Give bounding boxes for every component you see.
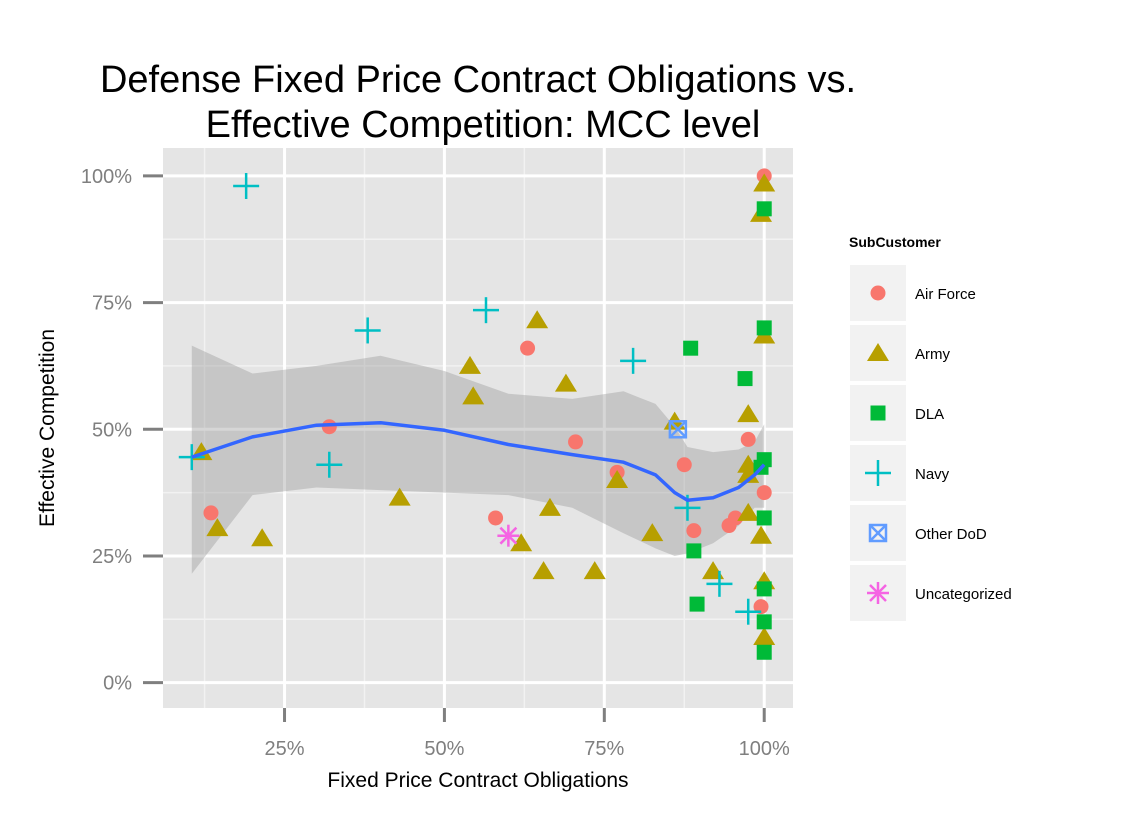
point-navy — [620, 347, 647, 374]
confidence-ribbon — [191, 345, 765, 574]
point-dla — [756, 581, 772, 597]
point-dla — [737, 371, 753, 387]
point-dla — [689, 596, 705, 612]
axes: 25% 50% 75% 100% 0% 25% 50% 75% 100% — [81, 166, 790, 760]
point-army — [538, 497, 561, 516]
point-navy — [472, 297, 499, 324]
point-air-force — [753, 599, 769, 615]
point-army — [737, 404, 760, 423]
point-navy — [735, 598, 762, 625]
legend-key-dla — [870, 405, 886, 421]
y-tick-label: 75% — [92, 293, 132, 315]
legend-item-navy: Navy — [850, 445, 950, 501]
point-air-force — [740, 431, 756, 447]
point-dla — [756, 201, 772, 217]
y-tick-label: 25% — [92, 546, 132, 568]
chart-title-line-1: Defense Fixed Price Contract Obligations… — [100, 59, 856, 101]
x-axis-title: Fixed Price Contract Obligations — [327, 769, 628, 792]
point-uncategorized — [497, 524, 520, 547]
point-army — [750, 525, 773, 544]
point-navy — [233, 173, 260, 200]
smooth-confidence-band — [191, 345, 765, 574]
point-army — [554, 373, 577, 392]
point-air-force — [686, 523, 702, 539]
grid — [163, 148, 793, 708]
legend-key-air-force — [870, 285, 886, 301]
x-tick-label: 100% — [739, 738, 790, 760]
legend-label-uncategorized: Uncategorized — [915, 586, 1012, 603]
smooth-line — [191, 420, 766, 502]
point-army — [606, 469, 629, 488]
legend-label-army: Army — [915, 346, 950, 363]
legend-key-other-dod — [868, 523, 888, 543]
x-tick-label: 25% — [265, 738, 305, 760]
y-axis-title: Effective Competition — [36, 329, 59, 527]
legend-item-army: Army — [850, 325, 950, 381]
legend-item-air-force: Air Force — [850, 265, 976, 321]
legend-item-uncategorized: Uncategorized — [850, 565, 1012, 621]
point-navy — [178, 444, 205, 471]
point-dla — [756, 320, 772, 336]
y-tick-label: 0% — [103, 673, 132, 695]
point-air-force — [203, 505, 219, 521]
chart-title-line-2: Effective Competition: MCC level — [206, 104, 761, 146]
point-army — [641, 523, 664, 542]
point-dla — [756, 614, 772, 630]
point-navy — [354, 317, 381, 344]
point-air-force — [321, 419, 337, 435]
point-navy — [316, 451, 343, 478]
point-army — [753, 173, 776, 192]
point-air-force — [676, 457, 692, 473]
point-army — [526, 310, 549, 329]
y-tick-label: 50% — [92, 419, 132, 441]
x-tick-label: 75% — [584, 738, 624, 760]
point-army — [462, 386, 485, 405]
point-air-force — [488, 510, 504, 526]
legend-label-navy: Navy — [915, 466, 950, 483]
point-dla — [756, 644, 772, 660]
point-army — [510, 533, 533, 552]
point-army — [737, 464, 760, 483]
point-army — [753, 627, 776, 646]
point-air-force — [721, 518, 737, 534]
legend-key-army — [867, 343, 889, 361]
point-army — [459, 355, 482, 374]
legend-item-other-dod: Other DoD — [850, 505, 987, 561]
point-army — [532, 561, 555, 580]
data-points — [178, 168, 776, 660]
point-air-force — [568, 434, 584, 450]
legend-title: SubCustomer — [849, 234, 941, 250]
legend: SubCustomer Air Force Army DLA Navy Other Do… — [849, 234, 1012, 621]
smooth-line-layer — [191, 420, 766, 502]
point-other-dod — [668, 420, 688, 439]
legend-key-navy — [865, 460, 891, 486]
legend-label-air-force: Air Force — [915, 286, 976, 303]
point-army — [583, 561, 606, 580]
point-dla — [686, 543, 702, 559]
point-air-force — [520, 340, 536, 356]
legend-label-dla: DLA — [915, 406, 944, 423]
point-dla — [683, 340, 699, 356]
point-navy — [706, 570, 733, 597]
point-air-force — [756, 485, 772, 501]
legend-key-uncategorized — [867, 582, 889, 604]
x-tick-label: 50% — [424, 738, 464, 760]
point-army — [206, 518, 229, 537]
legend-item-dla: DLA — [850, 385, 944, 441]
point-army — [388, 487, 411, 506]
point-army — [737, 502, 760, 521]
point-dla — [756, 510, 772, 526]
y-tick-label: 100% — [81, 166, 132, 188]
legend-label-other-dod: Other DoD — [915, 526, 987, 543]
point-army — [251, 528, 274, 547]
